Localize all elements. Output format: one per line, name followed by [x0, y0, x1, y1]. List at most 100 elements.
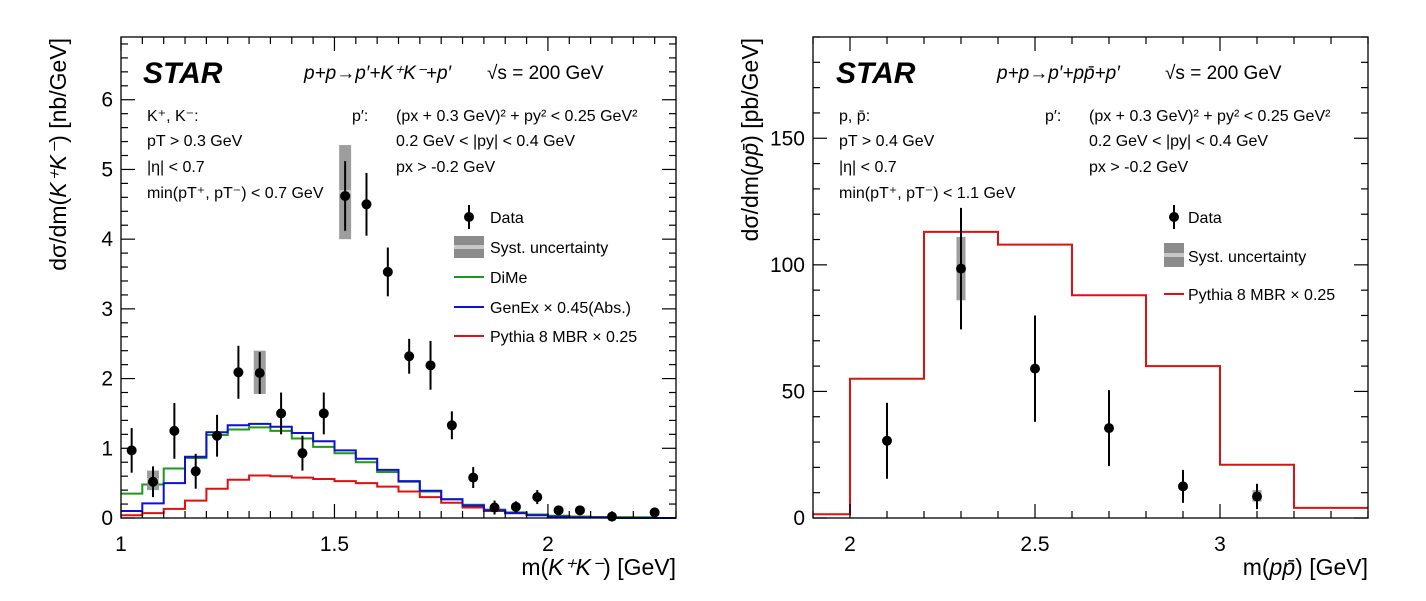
y-tick-label: 5 [101, 158, 113, 181]
data-point [956, 263, 966, 274]
legend-label: Pythia 8 MBR × 0.25 [1188, 287, 1335, 304]
kk-proton-cuts: p′: (px + 0.3 GeV)² + py² < 0.25 GeV² 0.… [352, 108, 638, 176]
axis-title-part: K⁺K⁻ [45, 141, 71, 198]
x-tick-label: 1 [115, 533, 127, 556]
legend-data-marker [1169, 212, 1179, 222]
data-point [361, 199, 372, 210]
ppbar-cut-line: min(pT⁺, pT⁻) < 1.1 GeV [839, 185, 1016, 202]
data-point [404, 351, 415, 362]
x-tick-label: 2 [844, 533, 856, 556]
x-tick-label: 2 [542, 533, 554, 556]
y-tick-label: 0 [101, 507, 113, 530]
data-point [574, 505, 585, 516]
ppbar-star-label: STAR [836, 57, 916, 90]
ppbar-x-axis-title: m(pp̄) [GeV] [1243, 554, 1368, 580]
kk-cut-line: min(pT⁺, pT⁻) < 0.7 GeV [147, 185, 324, 202]
ppbar-plot-frame [812, 36, 1369, 519]
data-point [169, 425, 180, 436]
axis-title-part: ) [pb/GeV] [737, 38, 763, 143]
legend-syst-box-center [454, 245, 484, 249]
ppbar-cut-line: px > -0.2 GeV [1089, 159, 1188, 176]
data-point [233, 367, 244, 378]
data-point [254, 368, 265, 379]
data-point [425, 360, 436, 371]
legend-label: DiMe [490, 270, 527, 287]
data-point [318, 408, 329, 419]
axis-title-part: K⁺K⁻ [548, 554, 605, 580]
data-point [276, 408, 287, 419]
y-tick-label: 1 [101, 437, 113, 460]
axis-title-part: ) [nb/GeV] [45, 38, 71, 143]
data-point [882, 435, 892, 446]
data-point [1104, 423, 1114, 434]
axis-title-part: m( [1243, 554, 1270, 580]
kk-cut-line: |η| < 0.7 [147, 159, 205, 176]
ppbar-mass-spectrum-panel: 2 2.5 3 0 50 100 150 STAR p+p→p′+pp̄+p′ √s = 2… [737, 36, 1369, 580]
ppbar-cut-line: p, p̄: [839, 108, 870, 125]
y-tick-label: 0 [793, 507, 805, 530]
kk-process-label: p+p→p′+K⁺K⁻+p′ [303, 63, 453, 84]
kk-cut-line: px > -0.2 GeV [396, 159, 495, 176]
y-tick-label: 2 [101, 368, 113, 391]
axis-title-part: pp̄ [737, 143, 763, 170]
ppbar-cut-line: pT > 0.4 GeV [839, 133, 935, 150]
data-point [1252, 491, 1262, 502]
legend-label: Syst. uncertainty [1188, 249, 1306, 266]
y-tick-label: 3 [101, 298, 113, 321]
x-tick-label: 3 [1214, 533, 1226, 556]
axis-title-part: ) [GeV] [1295, 554, 1368, 580]
x-tick-label: 1.5 [320, 533, 349, 556]
y-tick-label: 100 [770, 254, 805, 277]
ppbar-y-axis-title: dσ/dm(pp̄) [pb/GeV] [737, 38, 763, 241]
data-point [489, 502, 500, 513]
y-tick-label: 6 [101, 89, 113, 112]
data-point [126, 445, 137, 456]
kk-cut-line: 0.2 GeV < |py| < 0.4 GeV [396, 133, 575, 150]
kk-star-label: STAR [143, 57, 223, 90]
ppbar-cut-line: 0.2 GeV < |py| < 0.4 GeV [1089, 133, 1268, 150]
pythia-histogram [813, 230, 1368, 516]
kk-energy-label: √s = 200 GeV [487, 63, 604, 84]
axis-title-part: pp̄ [1269, 554, 1296, 580]
kk-y-axis-title: dσ/dm(K⁺K⁻) [nb/GeV] [45, 38, 71, 271]
legend-label: GenEx × 0.45(Abs.) [490, 300, 631, 317]
data-point [212, 430, 223, 441]
axis-title-part: m( [521, 554, 548, 580]
kk-cut-line: (px + 0.3 GeV)² + py² < 0.25 GeV² [396, 108, 638, 125]
legend-label: Syst. uncertainty [490, 240, 608, 257]
ppbar-process-label: p+p→p′+pp̄+p′ [996, 63, 1121, 84]
data-point [446, 420, 457, 431]
axis-title-part: dσ/dm( [45, 197, 71, 270]
ppbar-proton-cuts: p′: (px + 0.3 GeV)² + py² < 0.25 GeV² 0.… [1045, 108, 1331, 176]
data-point [148, 476, 159, 487]
legend-data-marker [464, 212, 474, 222]
legend-label: Pythia 8 MBR × 0.25 [490, 329, 637, 346]
ppbar-proton-cut-head: p′: [1045, 108, 1061, 125]
legend-syst-box-center [1164, 253, 1184, 257]
axis-title-part: dσ/dm( [737, 168, 763, 241]
ppbar-cut-line: |η| < 0.7 [839, 159, 897, 176]
legend-label: Data [490, 210, 524, 227]
kk-legend: Data Syst. uncertainty DiMe GenEx × 0.45… [454, 205, 637, 346]
data-point [297, 448, 308, 459]
data-point [382, 266, 393, 277]
kk-cut-line: K⁺, K⁻: [147, 108, 199, 125]
y-tick-label: 150 [770, 127, 805, 150]
ppbar-legend: Data Syst. uncertainty Pythia 8 MBR × 0.… [1164, 205, 1335, 304]
kk-cut-line: pT > 0.3 GeV [147, 133, 243, 150]
data-point [532, 492, 543, 503]
legend-label: Data [1188, 210, 1222, 227]
x-tick-label: 2.5 [1020, 533, 1049, 556]
y-tick-label: 4 [101, 228, 113, 251]
ppbar-cut-line: (px + 0.3 GeV)² + py² < 0.25 GeV² [1089, 108, 1331, 125]
data-point [340, 190, 351, 201]
axis-title-part: ) [GeV] [603, 554, 676, 580]
kk-x-axis-title: m(K⁺K⁻) [GeV] [521, 554, 676, 580]
data-point [553, 505, 564, 516]
genex-histogram [121, 422, 676, 519]
data-point [1178, 481, 1188, 492]
data-point [468, 472, 479, 483]
ppbar-particle-cuts: p, p̄: pT > 0.4 GeV |η| < 0.7 min(pT⁺, p… [839, 108, 1016, 202]
